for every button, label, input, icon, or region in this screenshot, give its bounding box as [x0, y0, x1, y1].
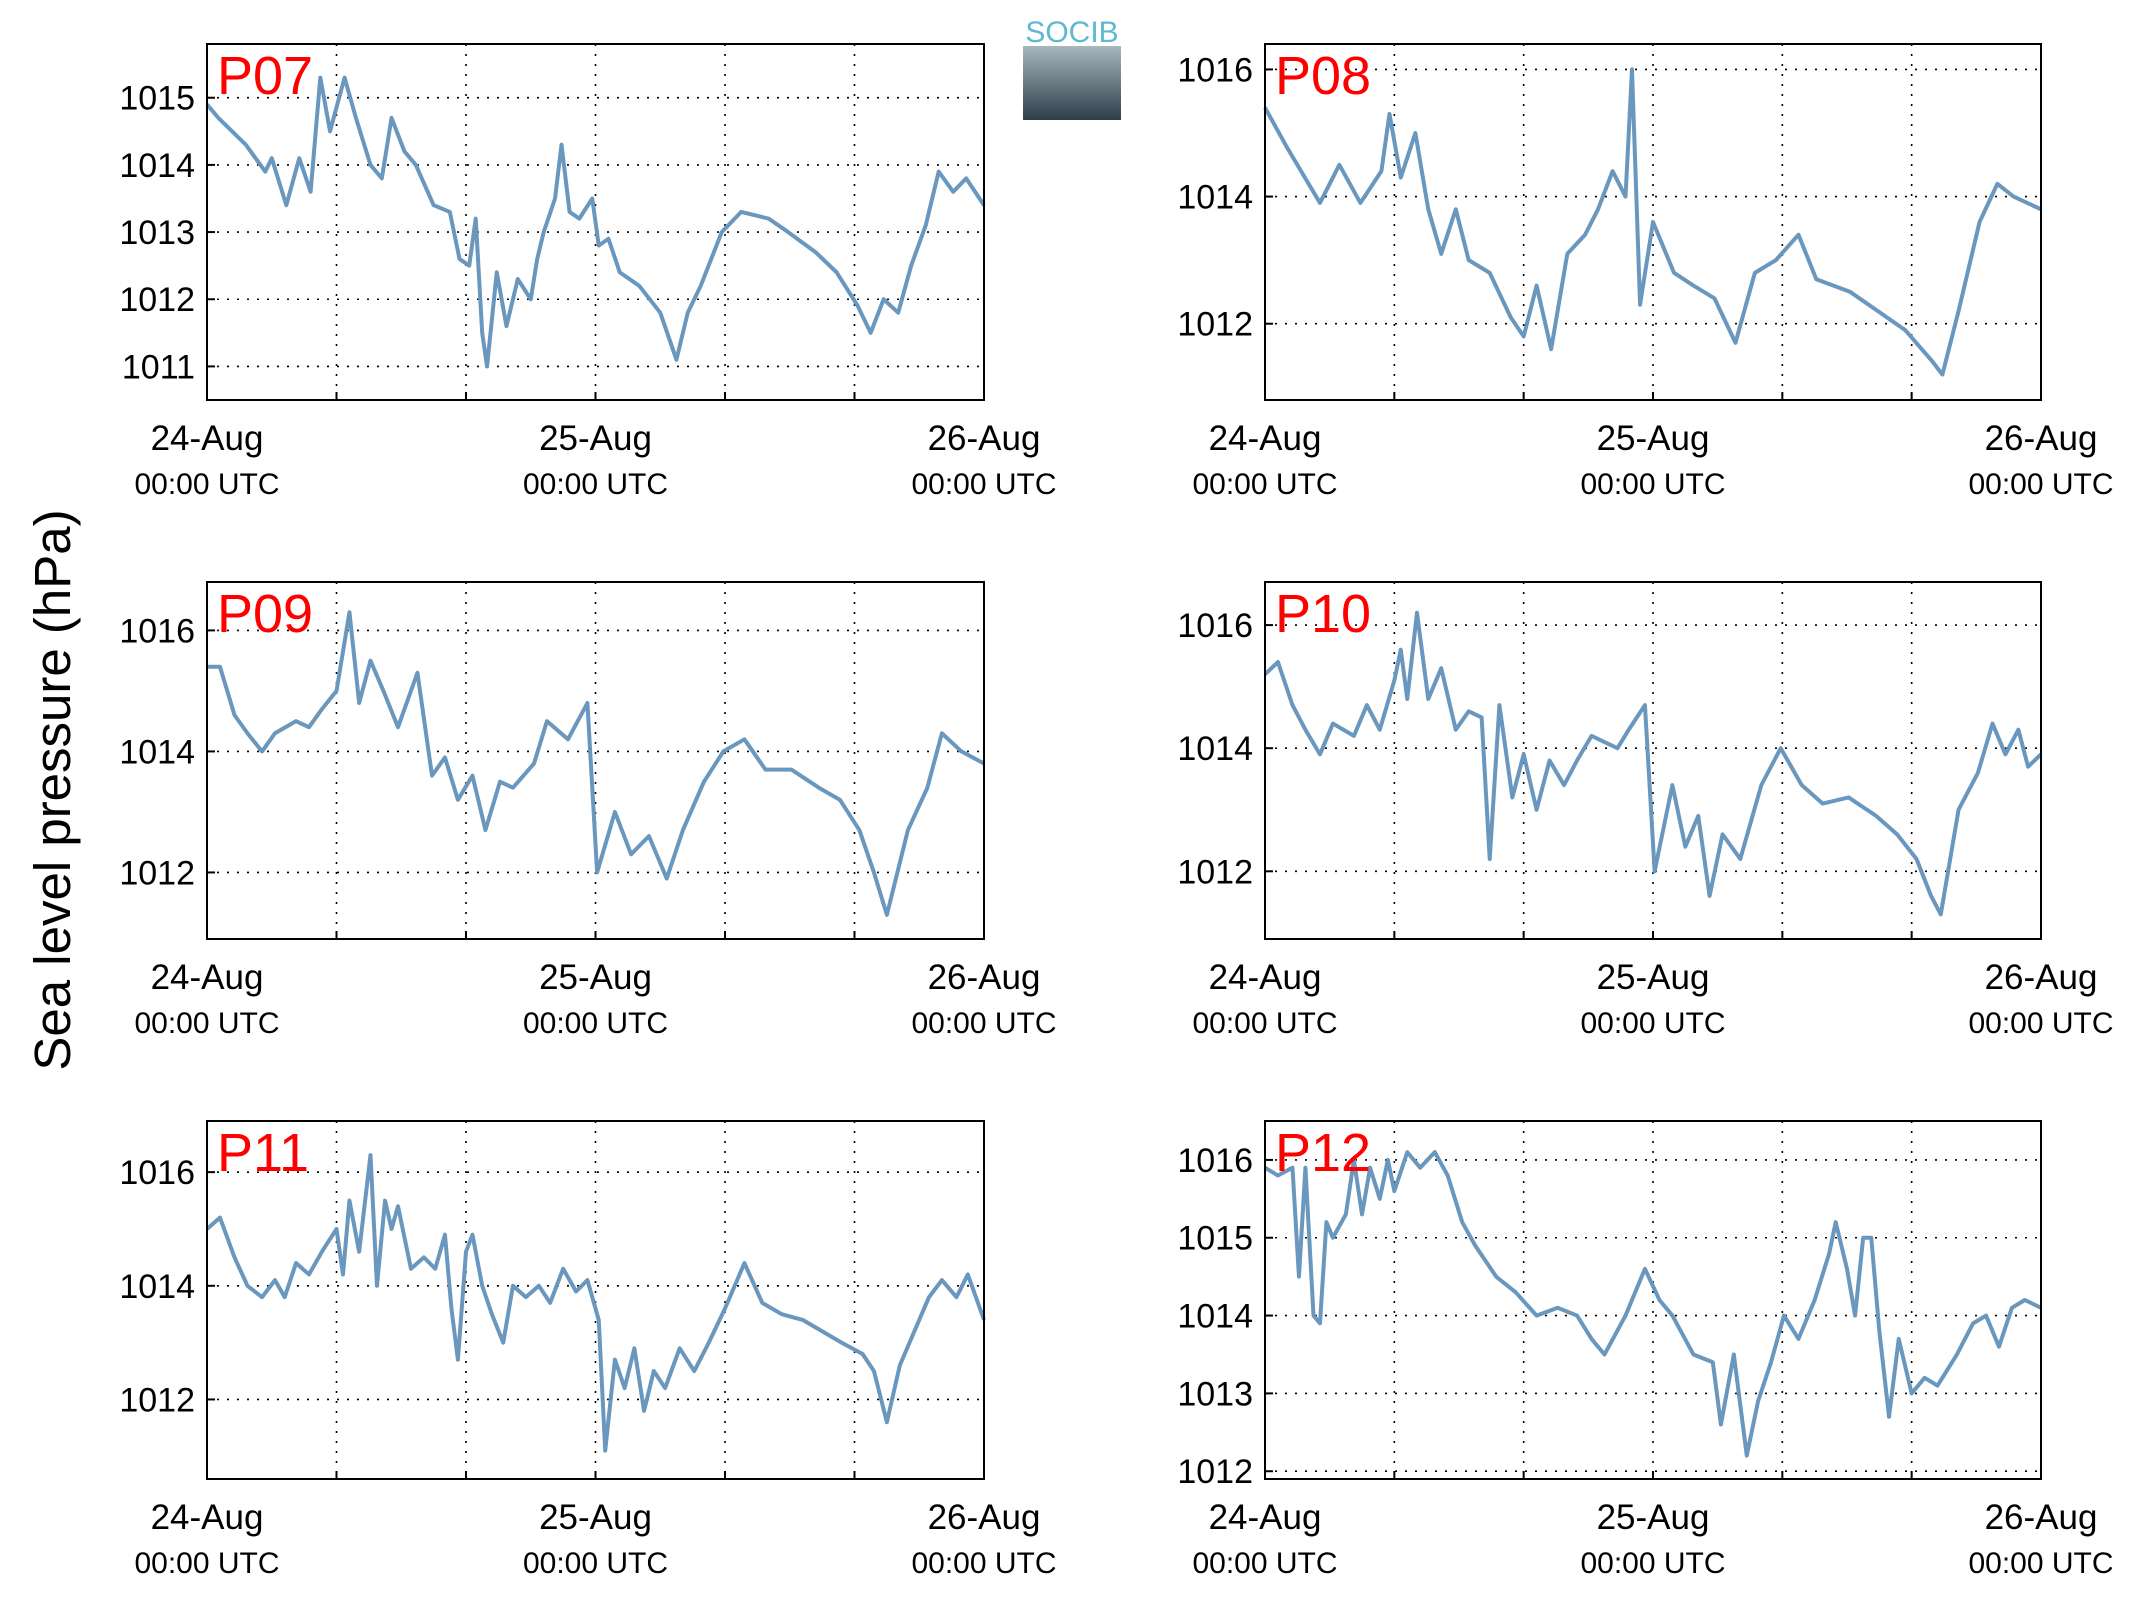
logo: SOCIB [1023, 16, 1121, 120]
x-tick-sublabel: 00:00 UTC [1968, 1007, 2113, 1040]
x-tick-label: 25-Aug [539, 419, 652, 458]
x-tick-label: 25-Aug [1597, 958, 1710, 997]
y-tick-label: 1016 [119, 1154, 195, 1192]
y-tick-label: 1015 [119, 80, 195, 118]
x-tick-label: 25-Aug [1597, 419, 1710, 458]
y-tick-label: 1014 [1177, 730, 1253, 768]
data-line [1263, 610, 2043, 917]
y-tick-label: 1014 [119, 147, 195, 185]
y-tick-label: 1013 [119, 214, 195, 252]
axes-frame [206, 43, 985, 401]
x-tick-sublabel: 00:00 UTC [134, 1547, 279, 1580]
subplot: 1012 1014 1016 24-Aug 00:00 UTC 25-Aug 00:00 U… [119, 581, 1057, 1040]
axes-frame [1264, 43, 2042, 401]
y-tick-label: 1014 [1177, 179, 1253, 217]
y-tick-label: 1014 [119, 733, 195, 771]
x-tick-sublabel: 00:00 UTC [523, 1547, 668, 1580]
subplot: 1011 1012 1013 1014 1015 24-Aug 00:00 UTC 25-Au… [119, 43, 1057, 501]
data-line [205, 1153, 986, 1453]
plot-area [207, 582, 984, 939]
y-tick-label: 1012 [119, 854, 195, 892]
data-line [205, 75, 986, 369]
x-tick-label: 25-Aug [539, 1498, 652, 1537]
x-tick-label: 26-Aug [928, 958, 1041, 997]
y-tick-label: 1012 [1177, 306, 1253, 344]
panel-title: P10 [1275, 584, 1371, 644]
x-tick-sublabel: 00:00 UTC [1192, 1007, 1337, 1040]
plot-area [1265, 1121, 2041, 1479]
y-axis-label: Sea level pressure (hPa) [24, 509, 81, 1070]
axes-frame [206, 1120, 985, 1480]
panel-title: P07 [217, 46, 313, 106]
x-tick-label: 26-Aug [928, 1498, 1041, 1537]
x-tick-sublabel: 00:00 UTC [1580, 1007, 1725, 1040]
y-tick-label: 1016 [119, 612, 195, 650]
data-line [1263, 67, 2042, 377]
y-tick-label: 1016 [1177, 51, 1253, 89]
x-tick-sublabel: 00:00 UTC [1968, 1547, 2113, 1580]
x-tick-label: 24-Aug [1209, 958, 1322, 997]
panel-title: P11 [217, 1123, 309, 1183]
subplot: 1012 1013 1014 1015 1016 24-Aug 00:00 UTC 25-Au… [1177, 1120, 2114, 1580]
x-tick-label: 25-Aug [539, 958, 652, 997]
x-tick-sublabel: 00:00 UTC [523, 1007, 668, 1040]
subplot: 1012 1014 1016 24-Aug 00:00 UTC 25-Aug 00:00 U… [119, 1120, 1057, 1580]
x-tick-label: 24-Aug [1209, 419, 1322, 458]
plot-area [207, 1121, 984, 1479]
y-tick-label: 1012 [119, 1381, 195, 1419]
subplot: 1012 1014 1016 24-Aug 00:00 UTC 25-Aug 00:00 U… [1177, 43, 2114, 501]
panel-title: P08 [1275, 46, 1371, 106]
data-line [207, 610, 985, 917]
y-tick-label: 1014 [1177, 1298, 1253, 1336]
x-tick-label: 25-Aug [1597, 1498, 1710, 1537]
plot-area [1265, 582, 2041, 939]
data-line [1263, 1150, 2042, 1458]
x-tick-label: 26-Aug [928, 419, 1041, 458]
panel-title: P12 [1275, 1123, 1371, 1183]
logo-text: SOCIB [1025, 16, 1118, 49]
x-tick-sublabel: 00:00 UTC [134, 468, 279, 501]
x-tick-sublabel: 00:00 UTC [1192, 468, 1337, 501]
x-tick-label: 24-Aug [1209, 1498, 1322, 1537]
y-tick-label: 1013 [1177, 1375, 1253, 1413]
x-tick-label: 26-Aug [1985, 1498, 2098, 1537]
x-tick-sublabel: 00:00 UTC [1192, 1547, 1337, 1580]
y-tick-label: 1016 [1177, 1142, 1253, 1180]
y-tick-label: 1014 [119, 1268, 195, 1306]
axes-frame [1264, 1120, 2042, 1480]
x-tick-sublabel: 00:00 UTC [134, 1007, 279, 1040]
axes-frame [1264, 581, 2042, 940]
x-tick-label: 26-Aug [1985, 958, 2098, 997]
y-tick-label: 1012 [119, 281, 195, 319]
y-tick-label: 1016 [1177, 607, 1253, 645]
y-tick-label: 1012 [1177, 1453, 1253, 1491]
x-tick-label: 26-Aug [1985, 419, 2098, 458]
y-tick-label: 1011 [122, 348, 195, 386]
x-tick-sublabel: 00:00 UTC [523, 468, 668, 501]
panel-title: P09 [217, 584, 313, 644]
x-tick-label: 24-Aug [151, 958, 264, 997]
x-tick-label: 24-Aug [151, 419, 264, 458]
logo-box [1023, 46, 1121, 120]
x-tick-label: 24-Aug [151, 1498, 264, 1537]
x-tick-sublabel: 00:00 UTC [911, 1547, 1056, 1580]
x-tick-sublabel: 00:00 UTC [911, 468, 1056, 501]
x-tick-sublabel: 00:00 UTC [1580, 468, 1725, 501]
x-tick-sublabel: 00:00 UTC [1968, 468, 2113, 501]
y-tick-label: 1015 [1177, 1220, 1253, 1258]
x-tick-sublabel: 00:00 UTC [1580, 1547, 1725, 1580]
subplot: 1012 1014 1016 24-Aug 00:00 UTC 25-Aug 00:00 U… [1177, 581, 2114, 1040]
axes-frame [206, 581, 985, 940]
x-tick-sublabel: 00:00 UTC [911, 1007, 1056, 1040]
y-tick-label: 1012 [1177, 853, 1253, 891]
